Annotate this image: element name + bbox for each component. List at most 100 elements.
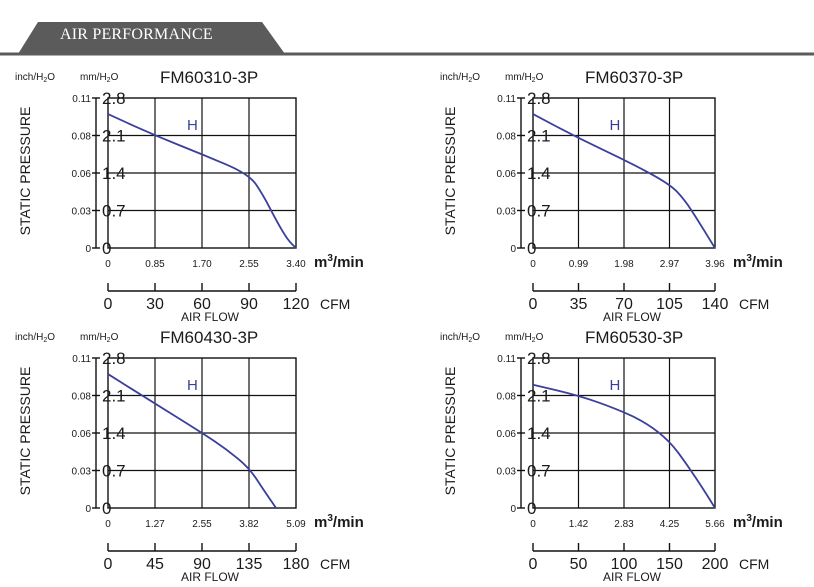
y-tick-label-inch: 0.11 xyxy=(72,94,91,105)
y-tick-label-inch: 0 xyxy=(85,504,91,515)
x-tick-label-m3: 1.27 xyxy=(145,519,165,530)
chart-title: FM60370-3P xyxy=(585,68,683,87)
x-axis-title: AIR FLOW xyxy=(181,570,240,584)
x-tick-label-cfm: 0 xyxy=(104,296,113,313)
x-tick-label-cfm: 105 xyxy=(656,296,683,313)
y-tick-label-inch: 0.08 xyxy=(72,392,92,403)
series-label: H xyxy=(609,377,620,394)
x-unit-m3: m3/min xyxy=(314,513,364,531)
x-tick-label-cfm: 100 xyxy=(611,556,638,573)
x-tick-label-cfm: 45 xyxy=(146,556,164,573)
x-tick-label-m3: 5.09 xyxy=(286,519,306,530)
x-tick-label-m3: 0.85 xyxy=(145,259,165,270)
y-tick-label-mm: 2.1 xyxy=(102,387,126,406)
y-tick-label-inch: 0.03 xyxy=(497,467,517,478)
y-unit-inch: inch/H2O xyxy=(15,72,55,84)
x-tick-label-cfm: 60 xyxy=(193,296,211,313)
y-tick-label-mm: 2.8 xyxy=(527,349,551,368)
y-tick-label-mm: 2.1 xyxy=(527,387,551,406)
series-label: H xyxy=(187,117,198,134)
y-tick-label-mm: 1.4 xyxy=(527,424,551,443)
x-tick-label-cfm: 180 xyxy=(283,556,310,573)
y-tick-label-inch: 0.08 xyxy=(497,392,517,403)
x-unit-m3: m3/min xyxy=(733,513,783,531)
x-tick-label-cfm: 135 xyxy=(236,556,263,573)
y-tick-label-mm: 0 xyxy=(527,239,536,258)
x-tick-label-m3: 3.96 xyxy=(705,259,725,270)
x-tick-label-cfm: 70 xyxy=(615,296,633,313)
y-tick-label-mm: 2.8 xyxy=(527,89,551,108)
curve-line xyxy=(107,113,297,249)
y-tick-label-inch: 0.03 xyxy=(72,207,92,218)
y-tick-label-mm: 1.4 xyxy=(102,424,126,443)
x-tick-label-cfm: 0 xyxy=(529,556,538,573)
x-tick-label-m3: 0 xyxy=(530,259,536,270)
y-tick-label-inch: 0.11 xyxy=(497,354,516,365)
curve-line xyxy=(532,113,716,249)
y-unit-mm: mm/H2O xyxy=(505,72,544,84)
y-tick-label-mm: 0 xyxy=(102,499,111,518)
y-tick-label-mm: 1.4 xyxy=(527,164,551,183)
y-axis-title: STATIC PRESSURE xyxy=(17,367,33,496)
series-label: H xyxy=(609,117,620,134)
y-unit-inch: inch/H2O xyxy=(440,332,480,344)
y-tick-label-inch: 0.11 xyxy=(497,94,516,105)
y-tick-label-mm: 2.1 xyxy=(527,127,551,146)
y-unit-mm: mm/H2O xyxy=(80,332,119,344)
x-unit-m3: m3/min xyxy=(314,253,364,271)
x-unit-m3: m3/min xyxy=(733,253,783,271)
y-tick-label-mm: 0.7 xyxy=(102,462,126,481)
x-unit-cfm: CFM xyxy=(320,556,350,572)
y-tick-label-inch: 0.11 xyxy=(72,354,91,365)
y-tick-label-mm: 0 xyxy=(527,499,536,518)
x-axis-title: AIR FLOW xyxy=(181,310,240,324)
x-tick-label-cfm: 35 xyxy=(570,296,588,313)
x-tick-label-m3: 2.97 xyxy=(660,259,680,270)
y-tick-label-mm: 2.1 xyxy=(102,127,126,146)
x-tick-label-m3: 1.98 xyxy=(614,259,634,270)
y-tick-label-mm: 0 xyxy=(102,239,111,258)
x-axis-title: AIR FLOW xyxy=(603,310,662,324)
y-tick-label-mm: 0.7 xyxy=(102,202,126,221)
x-tick-label-cfm: 90 xyxy=(240,296,258,313)
y-tick-label-mm: 2.8 xyxy=(102,89,126,108)
x-unit-cfm: CFM xyxy=(739,556,769,572)
y-unit-inch: inch/H2O xyxy=(15,332,55,344)
y-tick-label-mm: 0.7 xyxy=(527,202,551,221)
x-tick-label-cfm: 0 xyxy=(529,296,538,313)
y-tick-label-mm: 1.4 xyxy=(102,164,126,183)
x-tick-label-m3: 1.42 xyxy=(569,519,589,530)
y-tick-label-mm: 0.7 xyxy=(527,462,551,481)
curve-line xyxy=(532,383,716,509)
x-tick-label-m3: 1.70 xyxy=(192,259,212,270)
x-unit-cfm: CFM xyxy=(320,296,350,312)
y-tick-label-inch: 0 xyxy=(85,244,91,255)
y-tick-label-inch: 0.06 xyxy=(72,169,92,180)
y-tick-label-inch: 0.06 xyxy=(497,169,517,180)
x-axis-title: AIR FLOW xyxy=(603,570,662,584)
section-title: AIR PERFORMANCE xyxy=(60,26,213,43)
x-tick-label-m3: 3.40 xyxy=(286,259,306,270)
chart-title: FM60530-3P xyxy=(585,328,683,347)
chart-title: FM60310-3P xyxy=(160,68,258,87)
x-tick-label-m3: 5.66 xyxy=(705,519,725,530)
y-tick-label-inch: 0.03 xyxy=(72,467,92,478)
x-tick-label-cfm: 120 xyxy=(283,296,310,313)
x-tick-label-cfm: 0 xyxy=(104,556,113,573)
x-tick-label-m3: 2.83 xyxy=(614,519,634,530)
x-tick-label-cfm: 30 xyxy=(146,296,164,313)
y-tick-label-inch: 0 xyxy=(510,504,516,515)
y-tick-label-inch: 0.08 xyxy=(497,132,517,143)
y-tick-label-inch: 0.08 xyxy=(72,132,92,143)
x-tick-label-m3: 4.25 xyxy=(660,519,680,530)
y-tick-label-inch: 0.06 xyxy=(497,429,517,440)
x-tick-label-cfm: 200 xyxy=(702,556,729,573)
x-tick-label-cfm: 90 xyxy=(193,556,211,573)
curve-line xyxy=(107,373,277,509)
y-tick-label-inch: 0 xyxy=(510,244,516,255)
x-tick-label-m3: 0.99 xyxy=(569,259,589,270)
